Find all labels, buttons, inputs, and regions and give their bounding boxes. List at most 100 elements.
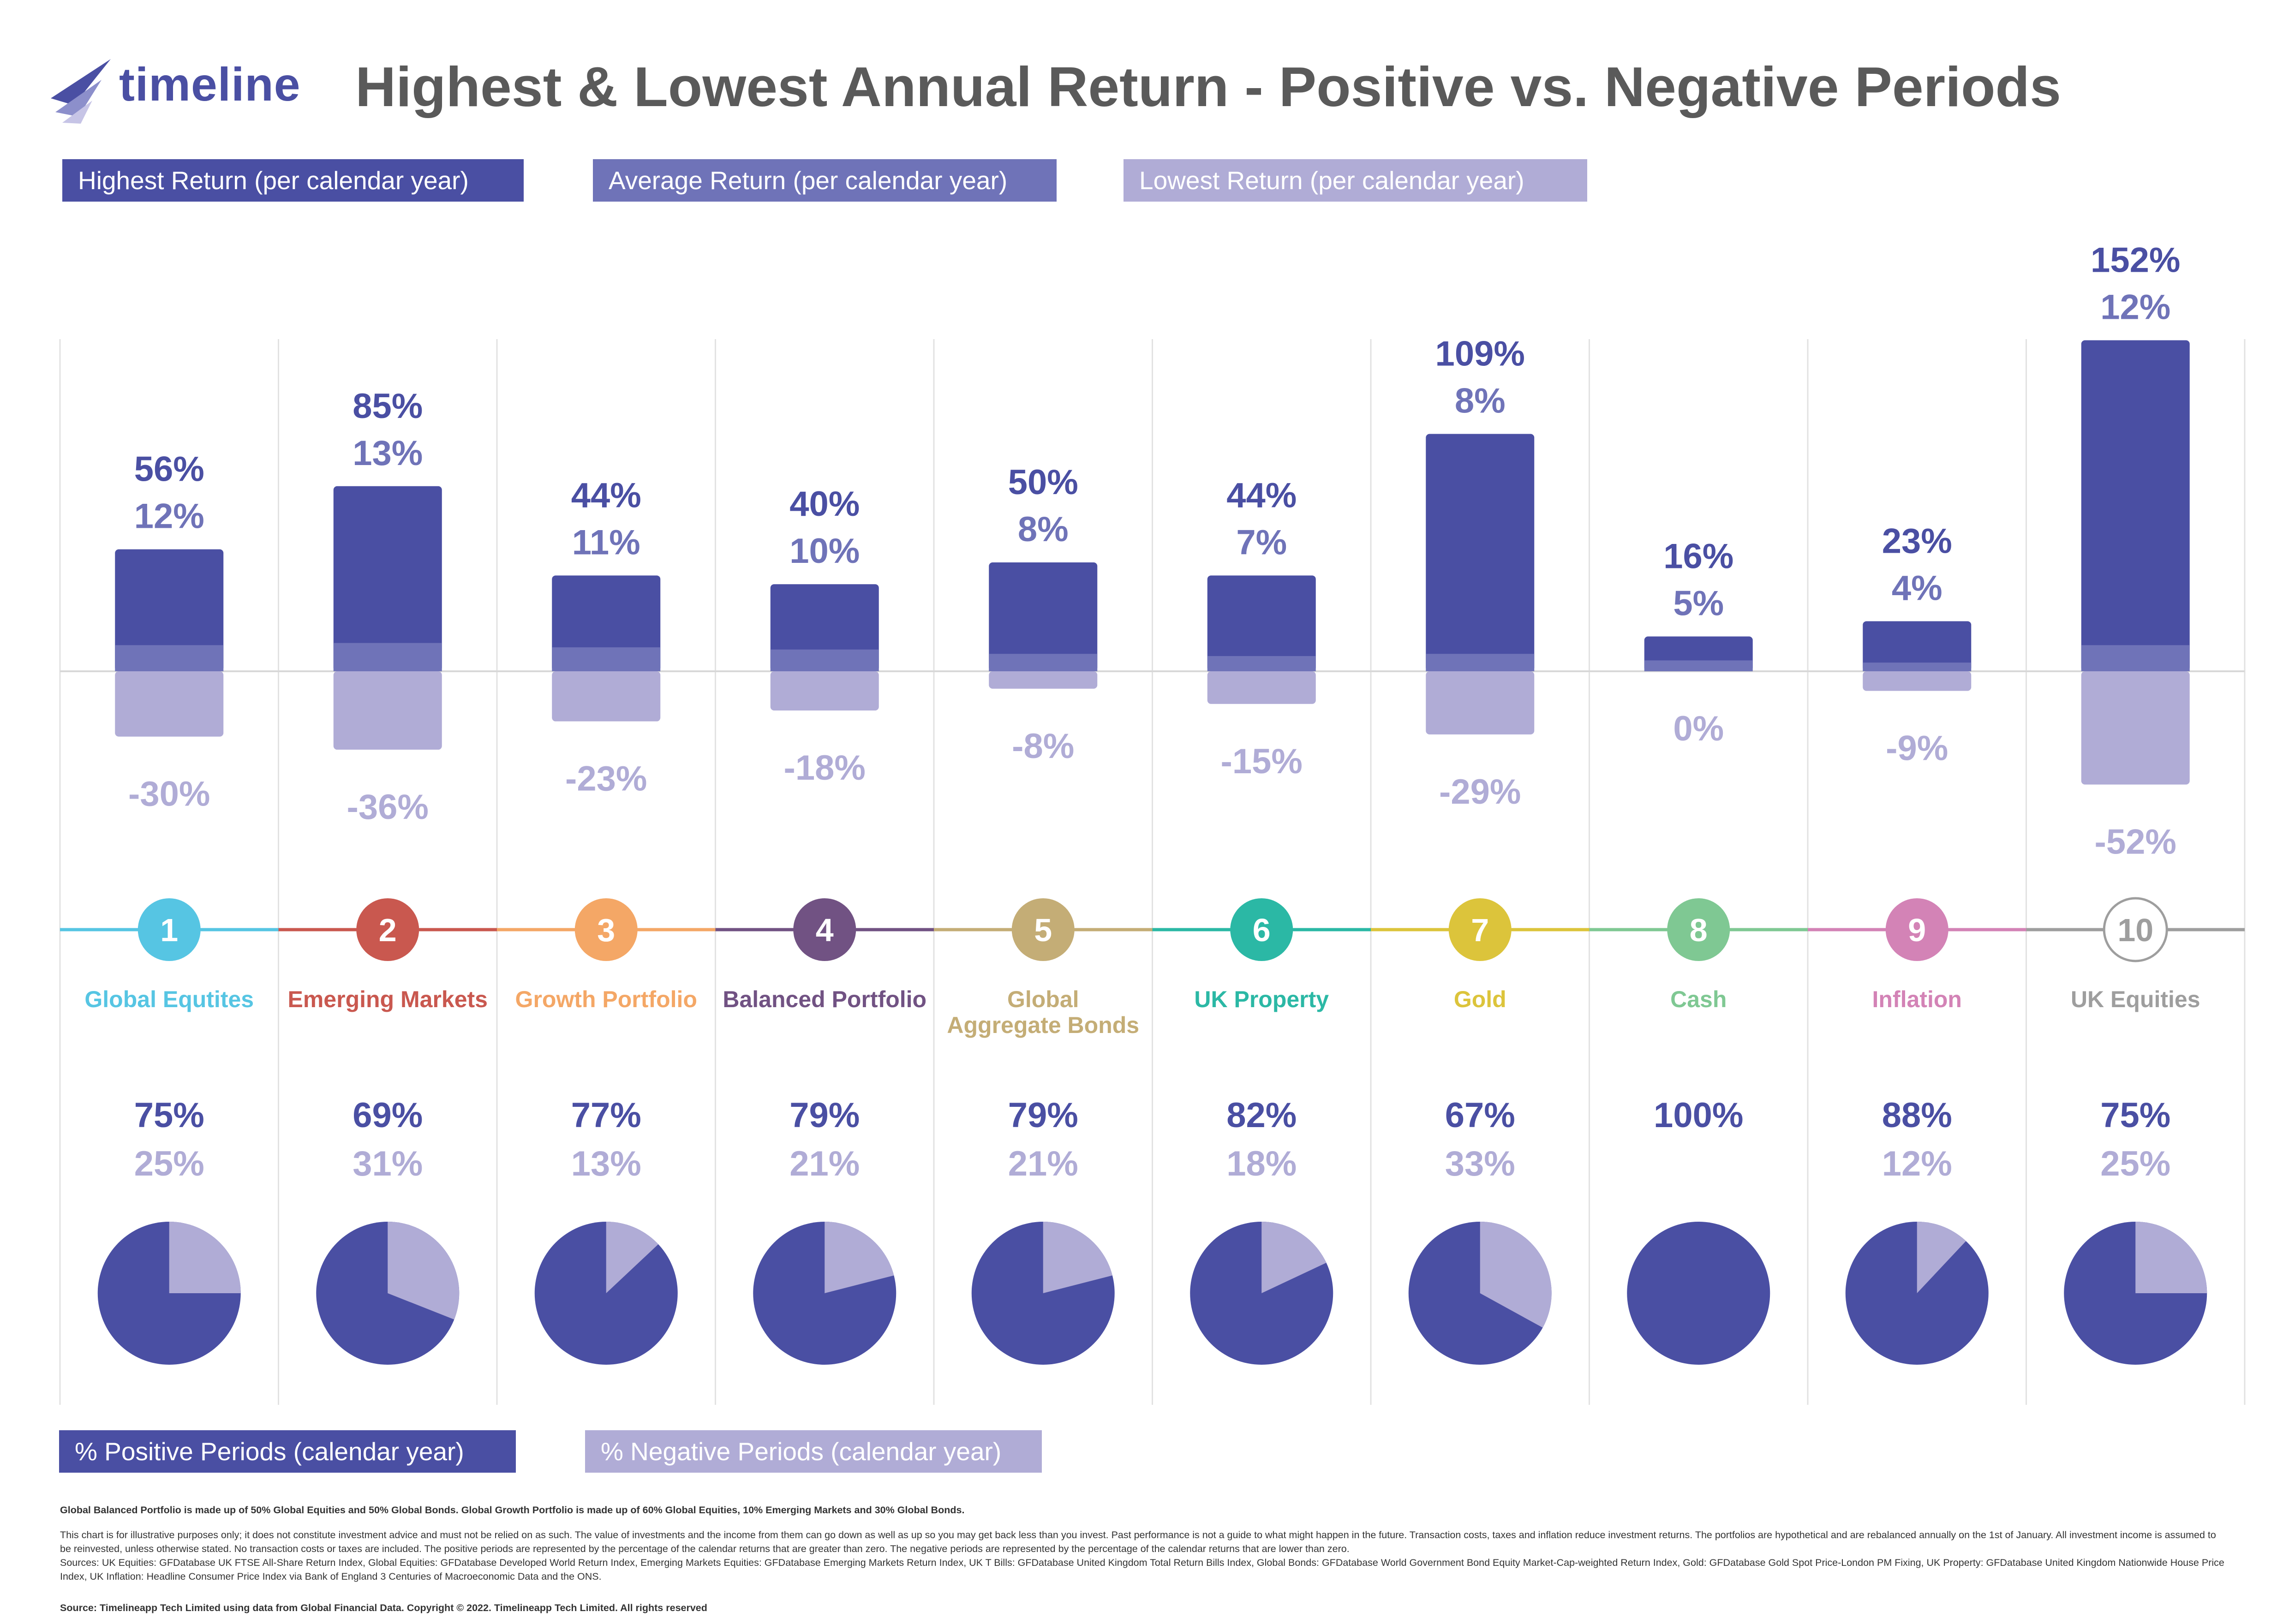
bar-average (115, 645, 224, 671)
pie-chart (316, 1222, 460, 1365)
pie-negative-slice (1043, 1222, 1112, 1293)
bar-lowest (770, 671, 879, 710)
footnote-source: Source: Timelineapp Tech Limited using d… (60, 1602, 707, 1613)
label-negative-periods: 33% (1445, 1144, 1515, 1183)
label-average: 4% (1892, 568, 1942, 608)
pie-chart (1190, 1222, 1333, 1365)
bar-lowest (989, 671, 1098, 689)
pie-chart (971, 1222, 1115, 1365)
label-lowest: -23% (565, 759, 647, 799)
label-highest: 16% (1663, 537, 1733, 576)
bar-average (1644, 660, 1753, 671)
label-average: 5% (1673, 584, 1724, 623)
bar-average (333, 643, 442, 671)
bar-average (2081, 645, 2190, 671)
label-average: 8% (1018, 510, 1069, 549)
legend-positive-periods: % Positive Periods (calendar year) (59, 1430, 516, 1473)
pie-negative-slice (169, 1222, 241, 1293)
bar-lowest (115, 671, 224, 737)
pie-chart (2064, 1222, 2207, 1365)
legend-highest: Highest Return (per calendar year) (62, 159, 524, 202)
pie-negative-slice (606, 1222, 658, 1293)
badge-number: 8 (1690, 912, 1708, 948)
pie-positive-slice (1627, 1222, 1770, 1365)
badge-number: 9 (1908, 912, 1926, 948)
number-badge (1011, 898, 1075, 961)
label-average: 11% (572, 523, 640, 562)
number-badge (137, 898, 201, 961)
label-highest: 40% (789, 484, 860, 524)
pie-negative-slice (1917, 1222, 1966, 1293)
bar-highest (1863, 621, 1972, 671)
label-positive-periods: 69% (353, 1096, 423, 1135)
number-badge (1230, 898, 1293, 961)
label-positive-periods: 77% (571, 1096, 641, 1135)
label-positive-periods: 79% (789, 1096, 860, 1135)
footnote-sources: Sources: UK Equities: GFDatabase UK FTSE… (60, 1557, 2224, 1582)
label-negative-periods: 21% (789, 1144, 860, 1183)
label-lowest: -29% (1439, 772, 1521, 812)
label-average: 7% (1236, 523, 1287, 562)
label-negative-periods: 18% (1226, 1144, 1297, 1183)
label-average: 13% (353, 434, 423, 473)
number-badge (2103, 897, 2168, 962)
label-positive-periods: 100% (1654, 1096, 1743, 1135)
bar-highest (333, 486, 442, 671)
badge-number: 10 (2117, 912, 2153, 948)
bar-average (552, 647, 661, 671)
number-badge (574, 898, 638, 961)
bar-lowest (552, 671, 661, 722)
footnote-portfolios: Global Balanced Portfolio is made up of … (60, 1505, 965, 1516)
page-title: Highest & Lowest Annual Return - Positiv… (355, 55, 2061, 118)
label-negative-periods: 25% (2100, 1144, 2170, 1183)
number-badge (1885, 898, 1948, 961)
bar-lowest (2081, 671, 2190, 785)
category-label: UK Equities (2071, 986, 2200, 1012)
bar-average (770, 649, 879, 671)
badge-number: 5 (1034, 912, 1052, 948)
bar-lowest (1863, 671, 1972, 691)
badge-number: 4 (816, 912, 834, 948)
label-positive-periods: 67% (1445, 1096, 1515, 1135)
label-positive-periods: 75% (134, 1096, 204, 1135)
number-badge (1448, 898, 1512, 961)
label-highest: 23% (1882, 521, 1952, 561)
label-average: 8% (1455, 382, 1506, 421)
bar-average (1207, 656, 1316, 671)
bar-lowest (1426, 671, 1535, 734)
legend-negative-periods: % Negative Periods (calendar year) (585, 1430, 1042, 1473)
badge-number: 6 (1253, 912, 1271, 948)
label-highest: 152% (2091, 241, 2180, 280)
label-lowest: -8% (1012, 727, 1074, 766)
label-highest: 56% (134, 450, 204, 489)
number-badge (1667, 898, 1730, 961)
category-label: Inflation (1872, 986, 1962, 1012)
badge-number: 1 (160, 912, 178, 948)
label-negative-periods: 21% (1008, 1144, 1078, 1183)
badge-number: 7 (1471, 912, 1489, 948)
label-negative-periods: 31% (353, 1144, 423, 1183)
label-average: 10% (789, 531, 860, 571)
label-lowest: 0% (1673, 709, 1724, 748)
category-label: Emerging Markets (288, 986, 488, 1012)
label-average: 12% (134, 497, 204, 536)
label-highest: 85% (353, 387, 423, 426)
number-badge (793, 898, 856, 961)
footnote-disclaimer: This chart is for illustrative purposes … (60, 1529, 2216, 1554)
legend-average: Average Return (per calendar year) (593, 159, 1057, 202)
category-label: Global Equtites (84, 986, 254, 1012)
badge-number: 2 (379, 912, 397, 948)
bar-highest (2081, 340, 2190, 671)
badge-number: 3 (597, 912, 615, 948)
pie-negative-slice (825, 1222, 894, 1293)
category-label: Balanced Portfolio (723, 986, 926, 1012)
legend-lowest: Lowest Return (per calendar year) (1124, 159, 1587, 202)
pie-negative-slice (2135, 1222, 2207, 1293)
category-label: Gold (1454, 986, 1506, 1012)
pie-negative-slice (1261, 1222, 1327, 1293)
category-label: Aggregate Bonds (947, 1012, 1139, 1038)
number-badge (356, 898, 419, 961)
pie-chart (753, 1222, 896, 1365)
bar-highest (1207, 575, 1316, 671)
